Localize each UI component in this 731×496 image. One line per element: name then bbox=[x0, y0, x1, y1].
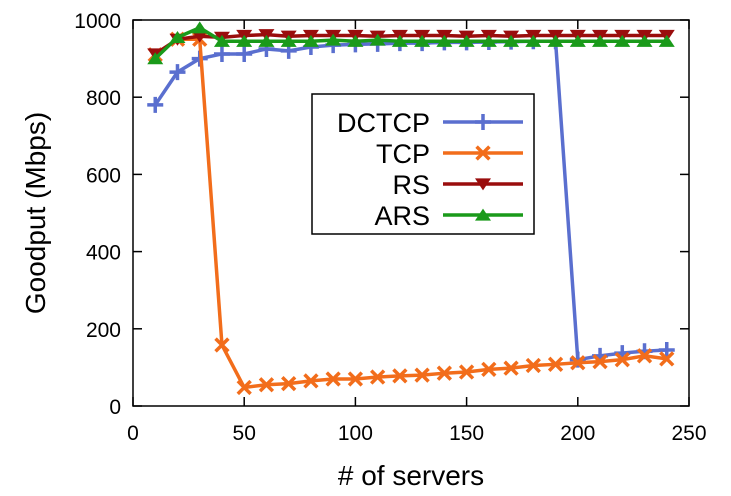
legend-label-dctcp: DCTCP bbox=[337, 108, 430, 138]
ars-point bbox=[236, 34, 253, 47]
x-tick-label: 150 bbox=[449, 422, 484, 445]
tcp-point bbox=[636, 348, 653, 364]
ars-point bbox=[547, 34, 564, 47]
dctcp-point bbox=[236, 45, 253, 62]
ars-point bbox=[436, 34, 453, 47]
tcp-point bbox=[659, 351, 675, 367]
ars-point bbox=[525, 34, 542, 47]
ars-point bbox=[391, 34, 408, 47]
series-ars bbox=[147, 21, 675, 65]
x-tick-label: 50 bbox=[233, 422, 256, 445]
ars-point bbox=[636, 34, 653, 47]
ars-point bbox=[614, 34, 631, 47]
ars-point bbox=[191, 21, 208, 34]
y-tick-label: 600 bbox=[86, 164, 121, 187]
tcp-point bbox=[236, 379, 252, 396]
ars-point bbox=[258, 34, 275, 47]
tcp-point bbox=[614, 352, 630, 368]
tcp-point bbox=[281, 375, 297, 392]
legend-label-tcp: TCP bbox=[376, 139, 430, 169]
tcp-point bbox=[258, 377, 275, 393]
x-tick-label: 100 bbox=[338, 422, 373, 445]
legend-label-rs: RS bbox=[392, 170, 430, 200]
ars-point bbox=[169, 30, 186, 43]
tcp-point bbox=[392, 368, 408, 384]
tcp-point bbox=[347, 371, 364, 387]
ars-point bbox=[480, 34, 497, 47]
dctcp-point bbox=[147, 96, 164, 113]
ars-point bbox=[280, 34, 297, 47]
ars-point bbox=[658, 34, 675, 47]
ars-point bbox=[325, 33, 342, 46]
tcp-point bbox=[547, 356, 564, 372]
dctcp-point bbox=[658, 342, 675, 359]
tcp-point bbox=[414, 367, 430, 383]
ars-point bbox=[347, 34, 364, 47]
y-tick-label: 1000 bbox=[74, 10, 121, 33]
ars-point bbox=[147, 52, 164, 65]
tcp-point bbox=[303, 373, 319, 389]
tcp-point bbox=[503, 360, 519, 376]
tcp-point bbox=[214, 337, 230, 353]
legend-marker-dctcp bbox=[475, 114, 491, 130]
ars-point bbox=[569, 34, 586, 47]
x-tick-label: 0 bbox=[127, 422, 139, 445]
plot-series bbox=[147, 21, 675, 396]
ars-point bbox=[302, 34, 319, 47]
rs-point bbox=[191, 30, 208, 43]
x-tick-label: 250 bbox=[671, 422, 706, 445]
tcp-line bbox=[154, 37, 668, 390]
y-tick-label: 0 bbox=[109, 396, 121, 419]
y-tick-label: 200 bbox=[86, 319, 121, 342]
x-axis-title: # of servers bbox=[338, 460, 484, 491]
axis-ticks: 0 50 100 150 200 250 0 200 400 600 800 1000 bbox=[74, 10, 706, 445]
ars-point bbox=[369, 33, 386, 46]
ars-point bbox=[458, 34, 475, 47]
legend-marker-ars bbox=[475, 208, 491, 221]
dctcp-point bbox=[213, 45, 230, 62]
y-tick-label: 800 bbox=[86, 87, 121, 110]
legend-marker-rs bbox=[475, 178, 491, 191]
ars-point bbox=[503, 34, 520, 47]
ars-point bbox=[213, 34, 230, 47]
tcp-point bbox=[570, 355, 586, 371]
legend-marker-tcp bbox=[475, 145, 491, 161]
dctcp-point bbox=[169, 64, 186, 81]
x-tick-label: 200 bbox=[560, 422, 595, 445]
plot-frame bbox=[132, 19, 690, 407]
tcp-point bbox=[592, 353, 608, 370]
legend-box bbox=[311, 93, 535, 235]
y-axis-title: Goodput (Mbps) bbox=[20, 112, 51, 314]
tcp-point bbox=[525, 357, 541, 374]
ars-point bbox=[414, 34, 431, 47]
legend-label-ars: ARS bbox=[374, 201, 430, 231]
tcp-point bbox=[436, 365, 452, 381]
tcp-point bbox=[325, 371, 341, 387]
tcp-point bbox=[458, 364, 475, 380]
tcp-point bbox=[481, 361, 497, 377]
tcp-point bbox=[370, 369, 386, 385]
y-tick-label: 400 bbox=[86, 242, 121, 265]
dctcp-point bbox=[569, 351, 586, 368]
ars-point bbox=[592, 34, 609, 47]
